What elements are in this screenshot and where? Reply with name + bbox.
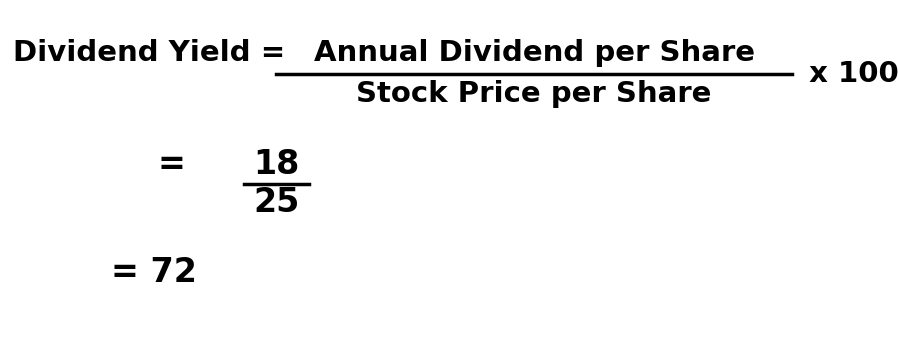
Text: =: = xyxy=(158,148,198,181)
Text: 18: 18 xyxy=(253,148,299,181)
Text: x 100: x 100 xyxy=(799,61,899,88)
Text: Stock Price per Share: Stock Price per Share xyxy=(356,80,712,108)
Text: = 72: = 72 xyxy=(111,256,198,289)
Text: Dividend Yield =: Dividend Yield = xyxy=(13,39,295,67)
Text: 25: 25 xyxy=(253,185,299,219)
Text: Annual Dividend per Share: Annual Dividend per Share xyxy=(314,39,754,67)
